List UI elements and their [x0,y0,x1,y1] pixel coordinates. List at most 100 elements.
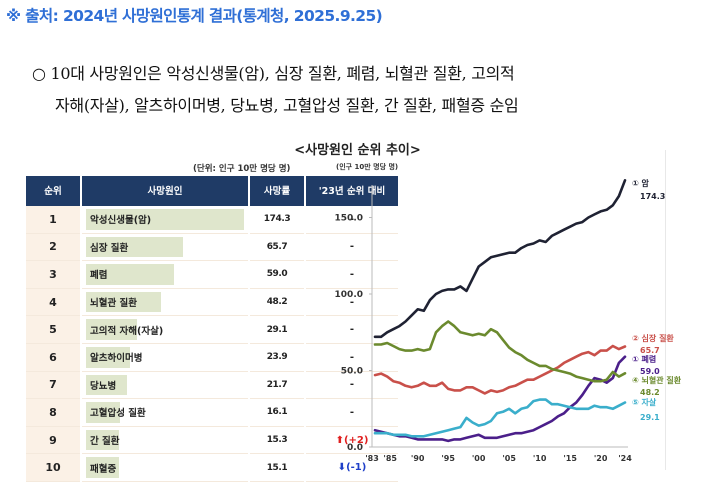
summary-line-2: 자해(자살), 알츠하이머병, 당뇨병, 고혈압성 질환, 간 질환, 패혈증 … [55,96,519,115]
rate-cell: 16.1 [250,399,304,427]
rank-cell: 3 [26,261,80,289]
table-row: 2 심장 질환 65.7 - [26,233,398,262]
change-cell: ⬇(-1) [306,454,398,482]
cause-cell: 심장 질환 [82,234,248,262]
rate-cell: 65.7 [250,234,304,262]
table-row: 1 악성신생물(암) 174.3 - [26,206,398,234]
cause-cell: 당뇨병 [82,372,248,400]
rank-cell: 5 [26,316,80,344]
rank-cell: 4 [26,288,80,317]
series-name-label: ① 폐렴 [632,354,656,364]
change-value: - [349,406,355,418]
header-cause: 사망원인 [82,176,248,206]
series-line [373,320,627,383]
panel-divider [665,150,666,470]
x-tick-label: '85 [383,454,397,463]
y-tick-label: 0.0 [347,443,363,453]
change-value: (+2) [343,434,369,446]
rate-bar [86,374,128,396]
change-cell: - [306,206,398,234]
rank-cell: 9 [26,426,80,455]
series-name-label: ② 심장 질환 [632,333,674,343]
rate-bar [86,236,183,258]
series-name-label: ⑤ 자살 [632,397,657,407]
cause-label: 심장 질환 [90,242,129,254]
summary-text: ○ 10대 사망원인은 악성신생물(암), 심장 질환, 폐렴, 뇌혈관 질환,… [32,58,712,122]
cause-label: 악성신생물(암) [90,215,152,227]
cause-label: 폐렴 [90,270,108,282]
change-value: - [349,351,355,363]
change-cell: - [306,344,398,372]
change-value: - [349,324,355,336]
series-line [373,179,627,339]
cause-label: 알츠하이머병 [90,353,143,365]
x-tick-label: '15 [563,454,577,463]
header-change: '23년 순위 대비 [306,176,398,206]
x-tick-label: '95 [441,454,455,463]
series-name-label: ① 암 [632,178,650,188]
table-header-row: 순위 사망원인 사망률 '23년 순위 대비 [26,176,398,206]
rate-cell: 15.3 [250,427,304,455]
x-tick-label: '00 [472,454,486,463]
rank-cell: 6 [26,343,80,372]
ranking-table: 순위 사망원인 사망률 '23년 순위 대비 1 악성신생물(암) 174.3 - 2 심… [24,176,400,482]
cause-label: 패혈증 [90,463,117,475]
change-cell: - [306,372,398,400]
table-row: 5 고의적 자해(자살) 29.1 - [26,316,398,344]
y-tick-label: 150.0 [335,214,363,224]
rate-cell: 174.3 [250,206,304,234]
rank-cell: 8 [26,399,80,427]
series-value-label: 174.3 [640,192,665,201]
cause-cell: 간 질환 [82,427,248,455]
change-value: (-1) [346,462,367,474]
header-rate: 사망률 [250,176,304,206]
series-value-label: 29.1 [640,413,660,422]
rank-cell: 2 [26,233,80,262]
change-value: - [349,213,355,225]
rate-cell: 21.7 [250,372,304,400]
x-tick-label: '05 [502,454,516,463]
x-tick-label: '20 [594,454,608,463]
change-value: - [349,241,355,253]
header-rank: 순위 [26,176,80,206]
y-tick-label: 50.0 [341,367,363,377]
table-row: 7 당뇨병 21.7 - [26,371,398,400]
rank-cell: 1 [26,206,80,234]
change-value: - [349,379,355,391]
series-line [373,398,627,438]
cause-cell: 알츠하이머병 [82,344,248,372]
cause-label: 간 질환 [90,436,120,448]
x-tick-label: '10 [533,454,547,463]
cause-cell: 고혈압성 질환 [82,399,248,427]
series-value-label: 59.0 [640,367,660,376]
cause-label: 당뇨병 [90,380,117,392]
series-value-label: 48.2 [640,388,660,397]
rate-bar [86,429,120,451]
change-value: - [349,296,355,308]
table-unit-note: (단위: 인구 10만 명당 명) [193,164,291,174]
series-name-label: ④ 뇌혈관 질환 [632,375,682,385]
cause-cell: 폐렴 [82,261,248,289]
figure-title: <사망원인 순위 추이> [294,143,421,158]
cause-cell: 패혈증 [82,454,248,482]
table-row: 4 뇌혈관 질환 48.2 - [26,288,398,317]
rate-bar [86,346,131,368]
table-row: 6 알츠하이머병 23.9 - [26,343,398,372]
series-value-label: 65.7 [640,346,660,355]
y-tick-label: 100.0 [335,290,363,300]
bullet-icon: ○ [32,64,46,83]
change-cell: - [306,261,398,289]
chart-y-unit: (인구 10만 명당 명) [336,163,399,171]
table-row: 8 고혈압성 질환 16.1 - [26,399,398,427]
change-cell: - [306,399,398,427]
change-cell: ⬆(+2) [306,427,398,455]
summary-line-1: 10대 사망원인은 악성신생물(암), 심장 질환, 폐렴, 뇌혈관 질환, 고… [50,64,515,83]
cause-cell: 뇌혈관 질환 [82,289,248,317]
cause-cell: 악성신생물(암) [82,206,248,234]
rate-bar [86,457,120,478]
table-row: 3 폐렴 59.0 - [26,261,398,289]
cause-label: 뇌혈관 질환 [90,298,138,310]
cause-label: 고의적 자해(자살) [90,325,164,337]
table-row: 10 패혈증 15.1 ⬇(-1) [26,454,398,482]
